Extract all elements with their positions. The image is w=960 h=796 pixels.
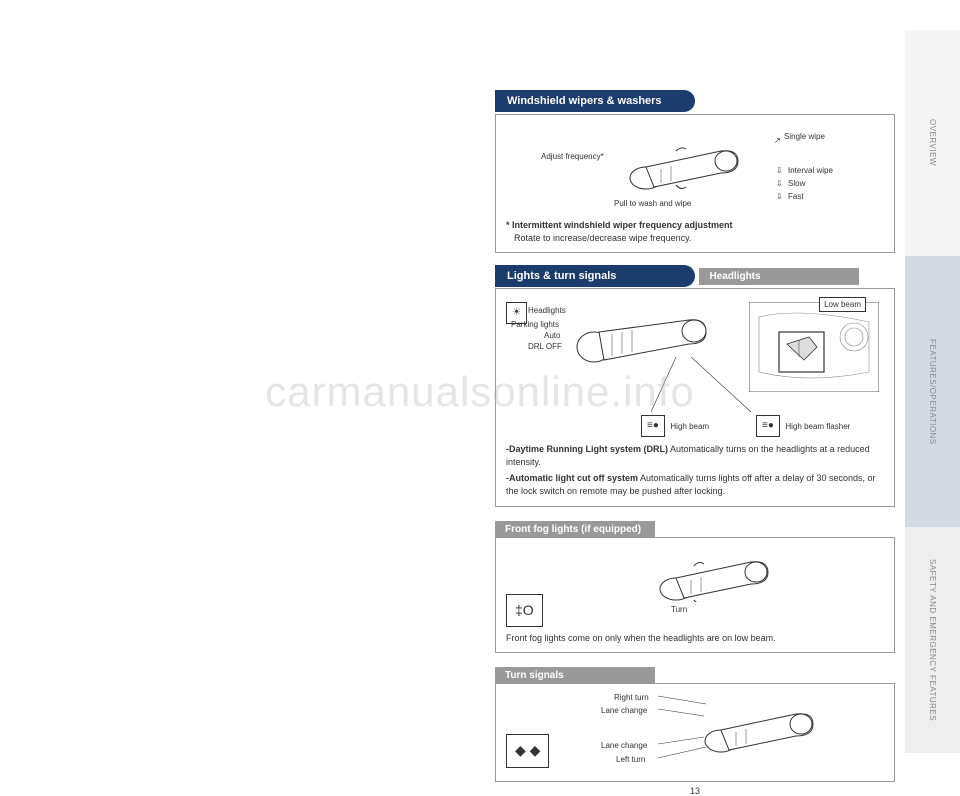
label-drl-off: DRL OFF (528, 341, 562, 352)
section-title-wipers: Windshield wipers & washers (495, 90, 695, 112)
wipers-panel: Adjust frequency* Single wipe Interval w… (495, 114, 895, 253)
auto-cutoff-note: -Automatic light cut off system Automati… (506, 472, 884, 497)
turn-signal-icon: ◆ ◆ (506, 734, 549, 768)
tab-overview[interactable]: OVERVIEW (905, 30, 960, 256)
drl-note: -Daytime Running Light system (DRL) Auto… (506, 443, 884, 468)
label-slow: Slow (788, 178, 805, 189)
label-turn: Turn (671, 604, 687, 615)
arrow-down-icon: ⇩ (776, 191, 783, 202)
label-headlights: Headlights (528, 305, 566, 316)
arrow-down-icon: ⇩ (776, 178, 783, 189)
label-right-turn: Right turn (614, 692, 649, 703)
callout-low-beam: Low beam (819, 297, 866, 312)
label-auto: Auto (544, 330, 560, 341)
label-pull-wash: Pull to wash and wipe (614, 198, 691, 209)
label-high-beam: High beam (670, 422, 709, 431)
high-beam-icon: ≡● (641, 415, 665, 437)
label-lane-change-up: Lane change (601, 705, 647, 716)
subtitle-fog: Front fog lights (if equipped) (495, 521, 655, 538)
label-adjust-freq: Adjust frequency* (541, 151, 604, 162)
wiper-footnote: * Intermittent windshield wiper frequenc… (506, 219, 884, 244)
dashboard-inset-svg (749, 302, 879, 392)
arrow-down-icon: ⇩ (776, 165, 783, 176)
subtitle-headlights: Headlights (699, 268, 859, 285)
tab-safety[interactable]: SAFETY AND EMERGENCY FEATURES (905, 527, 960, 753)
fog-note: Front fog lights come on only when the h… (506, 632, 884, 645)
connector-lines (636, 357, 756, 415)
fog-stalk-svg (656, 554, 776, 602)
label-single-wipe: Single wipe (784, 131, 825, 142)
manual-page: Windshield wipers & washers Adjust frequ… (495, 90, 895, 796)
tab-features[interactable]: FEATURES/OPERATIONS (905, 256, 960, 527)
fog-light-icon: ‡O (506, 594, 543, 628)
arrow-icon: ↗ (774, 135, 781, 146)
headlight-diagram: Low beam ☀ Headlights Parking lights Aut… (506, 297, 884, 437)
section-title-lights: Lights & turn signals (495, 265, 695, 287)
label-interval-wipe: Interval wipe (788, 165, 833, 176)
wiper-stalk-diagram: Adjust frequency* Single wipe Interval w… (506, 123, 884, 213)
headlights-panel: Low beam ☀ Headlights Parking lights Aut… (495, 288, 895, 506)
fog-diagram: Turn ‡O (506, 546, 884, 626)
label-parking: Parking lights (511, 319, 559, 330)
turn-signals-panel: Right turn Lane change Lane change Left … (495, 683, 895, 782)
label-high-beam-flasher: High beam flasher (785, 422, 850, 431)
label-fast: Fast (788, 191, 804, 202)
wiper-stalk-svg (626, 143, 746, 191)
fog-panel: Turn ‡O Front fog lights come on only wh… (495, 537, 895, 654)
label-left-turn: Left turn (616, 754, 645, 765)
turn-stalk-svg (701, 706, 821, 754)
subtitle-turn-signals: Turn signals (495, 667, 655, 684)
turn-signal-arrows (656, 692, 716, 767)
turn-signal-diagram: Right turn Lane change Lane change Left … (506, 692, 884, 767)
page-number: 13 (495, 786, 895, 796)
high-beam-flasher-icon: ≡● (756, 415, 780, 437)
label-lane-change-down: Lane change (601, 740, 647, 751)
side-navigation-tabs: OVERVIEW FEATURES/OPERATIONS SAFETY AND … (905, 30, 960, 753)
